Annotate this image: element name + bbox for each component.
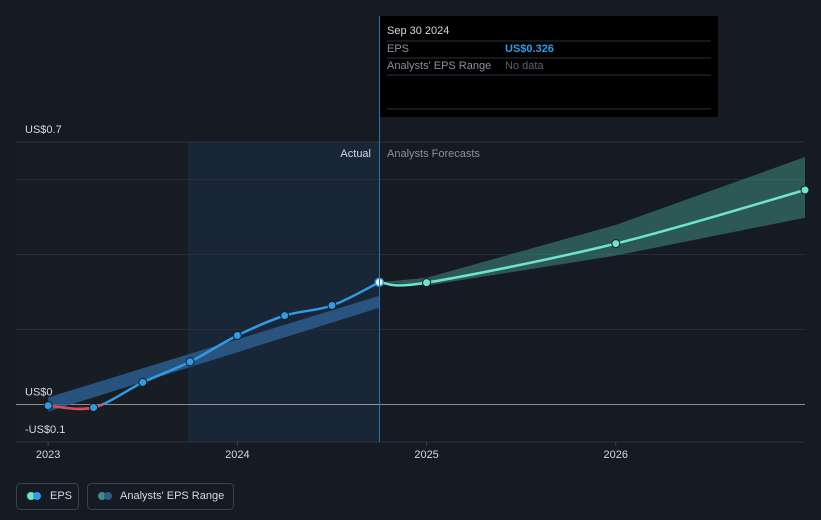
point — [185, 357, 195, 367]
x-tick-label: 2024 — [225, 449, 249, 461]
y-tick-label: -US$0.1 — [25, 424, 65, 436]
point — [89, 403, 99, 412]
legend-item[interactable] — [16, 483, 79, 510]
forecast-point — [611, 239, 621, 249]
line — [379, 188, 806, 287]
actual-label: Actual — [340, 148, 371, 160]
x-tick-label: 2026 — [604, 449, 628, 461]
tooltip-value: US$0.326 — [505, 43, 554, 55]
forecast-point — [800, 185, 810, 195]
range-band — [48, 295, 380, 412]
legend-label: EPS — [50, 490, 72, 502]
x-tick-label: 2023 — [36, 449, 60, 461]
tooltip-label: Analysts' EPS Range — [387, 60, 491, 72]
range-band — [379, 157, 805, 286]
tooltip-title: Sep 30 2024 — [387, 25, 449, 37]
legend-item[interactable] — [87, 483, 234, 510]
y-tick-label: US$0 — [25, 386, 53, 398]
forecast-point — [422, 278, 432, 288]
point — [327, 301, 337, 310]
point — [232, 331, 242, 340]
legend-icon — [27, 492, 35, 500]
x-tick-label: 2025 — [414, 449, 438, 461]
point — [43, 401, 53, 411]
point — [138, 377, 148, 387]
legend-label: Analysts' EPS Range — [120, 490, 224, 502]
tooltip-label: EPS — [387, 43, 409, 55]
legend-icon — [104, 492, 112, 500]
point — [280, 311, 290, 321]
legend-icon — [33, 492, 41, 500]
tooltip-box — [379, 16, 718, 117]
recent-area — [188, 142, 379, 442]
tooltip-value: No data — [505, 60, 544, 72]
forecast-label: Analysts Forecasts — [387, 148, 480, 160]
legend-icon — [98, 492, 106, 500]
y-tick-label: US$0.7 — [25, 124, 62, 136]
